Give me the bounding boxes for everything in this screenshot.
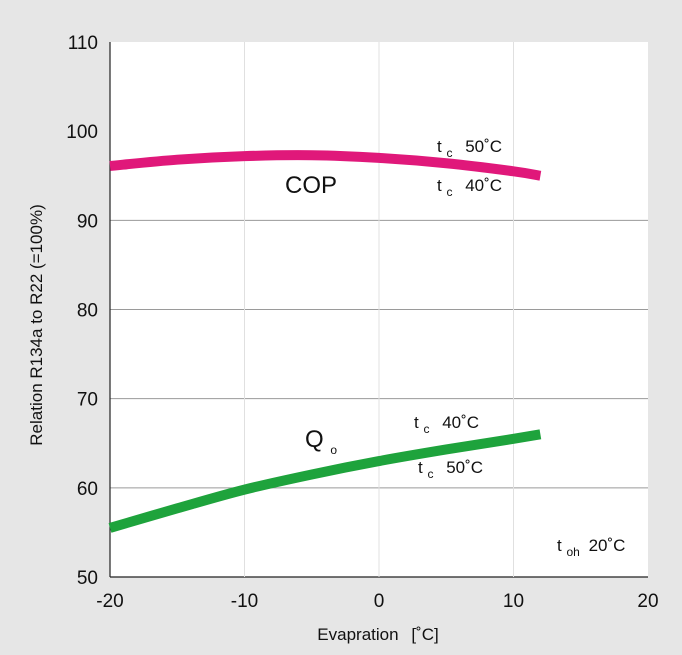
x-tick-label: 20 bbox=[637, 591, 658, 612]
annotation-value: 50˚C bbox=[465, 137, 502, 156]
annotation-t: t bbox=[414, 413, 419, 432]
annotation-qo-tc50: t c 50˚C bbox=[418, 458, 483, 482]
annotation-sub: oh bbox=[566, 545, 579, 559]
annotation-t: t bbox=[557, 536, 562, 555]
annotation-cop-tc40: t c 40˚C bbox=[437, 176, 502, 200]
x-tick-label: -20 bbox=[96, 591, 123, 612]
annotation-t: t bbox=[437, 137, 442, 156]
series-label-qo-main: Q bbox=[305, 426, 324, 453]
annotation-sub: c bbox=[446, 185, 452, 199]
y-axis-title: Relation R134a to R22 (=100%) bbox=[27, 204, 46, 445]
annotation-sub: c bbox=[427, 467, 433, 481]
annotation-qo-tc40: t c 40˚C bbox=[414, 413, 479, 437]
annotation-t: t bbox=[418, 458, 423, 477]
y-tick-label: 100 bbox=[66, 122, 98, 143]
annotation-t: t bbox=[437, 176, 442, 195]
x-tick-label: 10 bbox=[503, 591, 524, 612]
y-tick-label: 80 bbox=[77, 301, 98, 322]
y-tick-label: 90 bbox=[77, 211, 98, 232]
x-tick-label: -10 bbox=[231, 591, 258, 612]
series-line-qo bbox=[108, 429, 542, 533]
series-label-cop: COP bbox=[285, 172, 337, 199]
series-line-cop bbox=[109, 150, 542, 181]
annotation-value: 40˚C bbox=[442, 413, 479, 432]
x-tick-label: 0 bbox=[374, 591, 385, 612]
annotation-sub: c bbox=[446, 146, 452, 160]
x-axis-title-unit: [˚C] bbox=[411, 625, 438, 644]
annotation-value: 20˚C bbox=[589, 536, 626, 555]
x-axis-title: Evapration [˚C] bbox=[317, 625, 438, 644]
annotation-toh: t oh 20˚C bbox=[557, 536, 625, 560]
x-axis-title-text: Evapration bbox=[317, 625, 398, 644]
y-tick-label: 50 bbox=[77, 568, 98, 589]
annotation-sub: c bbox=[423, 422, 429, 436]
y-tick-label: 70 bbox=[77, 390, 98, 411]
series-label-qo-sub: o bbox=[330, 443, 337, 457]
y-tick-label: 60 bbox=[77, 479, 98, 500]
annotation-cop-tc50: t c 50˚C bbox=[437, 137, 502, 161]
annotation-value: 50˚C bbox=[446, 458, 483, 477]
y-tick-label: 110 bbox=[68, 33, 98, 54]
annotation-value: 40˚C bbox=[465, 176, 502, 195]
series-label-qo: Q o bbox=[305, 426, 337, 457]
